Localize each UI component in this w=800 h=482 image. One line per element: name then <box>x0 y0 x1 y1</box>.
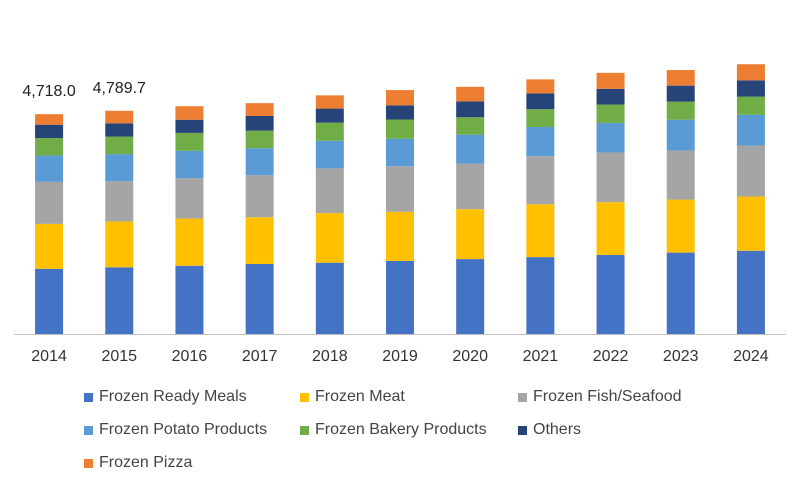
bar-2015-series-5 <box>105 123 134 137</box>
bar-2018-series-1 <box>315 213 344 263</box>
bar-2018-series-5 <box>315 108 344 123</box>
x-tick-label: 2024 <box>733 348 769 365</box>
bar-2017-series-2 <box>245 175 274 218</box>
bar-2020-series-4 <box>456 117 485 135</box>
bar-2018-series-0 <box>315 262 344 334</box>
bar-2021-series-6 <box>526 79 555 94</box>
bar-2021-series-1 <box>526 204 555 258</box>
bar-2023-series-5 <box>666 85 695 102</box>
bar-2017-series-1 <box>245 217 274 264</box>
bar-2017-series-5 <box>245 115 274 131</box>
x-tick-labels: 2014 2015 2016 2017 2018 2019 2020 2021 2022 2023… <box>31 348 769 365</box>
x-tick-label: 2018 <box>312 348 348 365</box>
bar-2016-series-1 <box>175 218 204 266</box>
bar-2019-series-1 <box>386 211 414 261</box>
bar-2016-series-4 <box>175 132 204 151</box>
bar-2023-series-1 <box>666 199 695 253</box>
bar-2017-series-6 <box>245 103 274 116</box>
bar-2014-series-4 <box>35 138 64 156</box>
bar-2015-series-4 <box>105 136 134 155</box>
bar-2019-series-0 <box>386 260 414 334</box>
bar-2014-series-5 <box>35 124 64 139</box>
bar-2022-series-1 <box>596 202 625 255</box>
bar-2022-series-5 <box>596 88 625 105</box>
bar-2023-series-4 <box>666 101 695 120</box>
bar-2018-series-4 <box>315 122 344 141</box>
bar-2016-series-3 <box>175 150 204 179</box>
bar-2016-series-6 <box>175 106 204 120</box>
bar-2017-series-4 <box>245 130 274 149</box>
x-tick-label: 2016 <box>172 348 208 365</box>
bar-2014-series-1 <box>35 223 64 269</box>
x-tick-label: 2023 <box>663 348 699 365</box>
bar-2017-series-3 <box>245 148 274 176</box>
bar-layer <box>35 64 765 334</box>
bar-2016-series-0 <box>175 265 204 334</box>
bar-2015-series-0 <box>105 267 134 334</box>
bar-2019-series-5 <box>386 105 414 120</box>
bar-2021-series-5 <box>526 93 555 110</box>
x-tick-label: 2015 <box>101 348 137 365</box>
bar-2024-series-3 <box>736 114 765 146</box>
bar-2023-series-6 <box>666 70 695 86</box>
bar-2024-series-1 <box>736 196 765 251</box>
bar-2020-series-2 <box>456 163 485 210</box>
bar-2016-series-2 <box>175 178 204 219</box>
bar-2015-series-1 <box>105 221 134 268</box>
bar-2015-series-2 <box>105 181 134 222</box>
bar-2023-series-0 <box>666 252 695 334</box>
bar-2014-series-3 <box>35 155 64 182</box>
bar-2021-series-2 <box>526 156 555 205</box>
x-tick-label: 2014 <box>31 348 67 365</box>
data-label: 4,718.0 <box>22 83 75 100</box>
bar-2024-series-6 <box>736 64 765 81</box>
x-tick-label: 2021 <box>523 348 559 365</box>
bar-2022-series-0 <box>596 254 625 334</box>
bar-2018-series-6 <box>315 95 344 109</box>
bar-2024-series-5 <box>736 80 765 97</box>
bar-2015-series-6 <box>105 110 134 124</box>
bar-2024-series-0 <box>736 250 765 334</box>
bar-2023-series-3 <box>666 119 695 151</box>
bar-2018-series-3 <box>315 140 344 169</box>
x-tick-label: 2022 <box>593 348 629 365</box>
bar-2021-series-4 <box>526 109 555 127</box>
bar-2018-series-2 <box>315 168 344 214</box>
bar-2022-series-2 <box>596 152 625 203</box>
data-labels: 4,718.0 4,789.7 <box>22 80 146 100</box>
bar-2020-series-6 <box>456 86 485 102</box>
bar-2016-series-5 <box>175 119 204 133</box>
bar-2021-series-3 <box>526 126 555 157</box>
bar-2014-series-6 <box>35 114 64 125</box>
bar-2020-series-0 <box>456 259 485 334</box>
x-tick-label: 2019 <box>382 348 418 365</box>
bar-2019-series-4 <box>386 119 414 139</box>
x-tick-label: 2020 <box>452 348 488 365</box>
bar-2022-series-3 <box>596 122 625 153</box>
bar-2017-series-0 <box>245 263 274 334</box>
bar-2019-series-2 <box>386 166 414 212</box>
data-label: 4,789.7 <box>93 80 146 97</box>
bar-2024-series-4 <box>736 96 765 115</box>
bar-2020-series-3 <box>456 134 485 164</box>
bar-2021-series-0 <box>526 257 555 334</box>
bar-2014-series-0 <box>35 268 64 334</box>
bar-2022-series-6 <box>596 72 625 89</box>
bar-2014-series-2 <box>35 181 64 224</box>
bar-2020-series-1 <box>456 209 485 260</box>
bar-2022-series-4 <box>596 104 625 123</box>
bar-2023-series-2 <box>666 150 695 200</box>
x-tick-label: 2017 <box>242 348 278 365</box>
bar-2019-series-3 <box>386 138 414 167</box>
bar-2015-series-3 <box>105 154 134 182</box>
bar-2020-series-5 <box>456 101 485 118</box>
bar-2019-series-6 <box>386 90 414 106</box>
bar-2024-series-2 <box>736 145 765 197</box>
